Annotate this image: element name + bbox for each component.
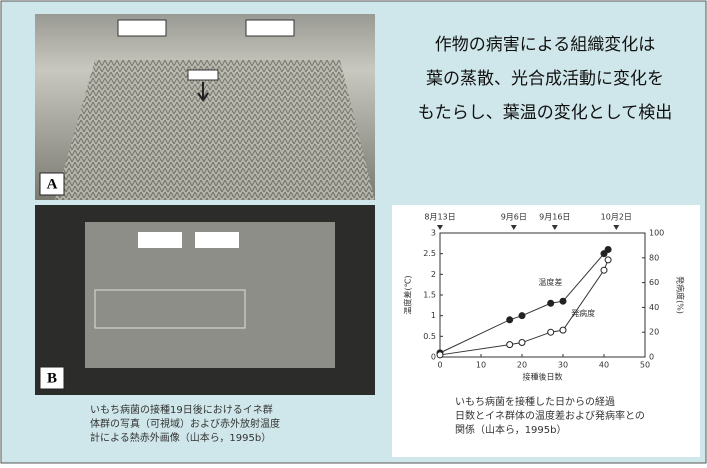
y2-tick-label: 60 [649,278,659,287]
caption: いもち病菌を接種した日からの経過 [455,395,615,408]
y-tick-label: 1 [431,311,436,320]
y-axis-label: 温度差(℃) [403,275,413,314]
series-label: 発病度 [571,308,595,318]
x-tick-label: 40 [599,361,609,370]
y2-tick-label: 80 [649,253,659,262]
point [600,250,608,258]
point [518,339,526,347]
y-tick-label: 0 [431,353,436,362]
y2-tick-label: 40 [649,303,659,312]
date-marker [437,225,443,230]
date-marker [613,225,620,230]
x-tick-label: 0 [437,361,442,370]
point [506,341,514,349]
caption: 計による熱赤外画像（山本ら，1995b） [90,431,271,444]
point [559,297,567,305]
y-tick-label: 2 [431,270,436,279]
date-marker [551,225,558,230]
series-label: 温度差 [538,277,562,287]
point [518,312,526,320]
y-tick-label: 1.5 [423,291,436,300]
y-tick-label: 3 [431,229,436,238]
point [506,316,514,324]
date-label: 9月16日 [539,213,570,222]
point [436,351,444,359]
y2-tick-label: 0 [649,353,654,362]
photo-label: A [47,176,58,192]
point [604,246,612,254]
caption: いもち病菌の接種19日後におけるイネ群 [90,403,273,416]
x-tick-label: 10 [476,361,486,370]
headline: 葉の蒸散、光合成活動に変化を [426,69,664,89]
date-label: 8月13日 [424,213,455,222]
y2-tick-label: 100 [649,229,664,238]
point [547,328,555,336]
caption: 関係（山本ら，1995b） [455,423,567,436]
caption: 体群の写真（可視域）および赤外放射温度 [90,417,280,430]
y-tick-label: 0.5 [423,332,436,341]
point [600,266,608,274]
photo-label: B [47,370,57,386]
date-marker [510,225,517,230]
y2-axis-label: 発病度(%) [676,276,686,314]
date-label: 9月6日 [501,213,527,222]
photo-a: A [35,14,375,200]
x-tick-label: 30 [558,361,568,370]
point [547,299,555,307]
x-tick-label: 50 [640,361,650,370]
x-tick-label: 20 [517,361,527,370]
y2-tick-label: 20 [649,328,659,337]
point [559,326,567,334]
chart-panel [392,205,700,457]
x-axis-label: 接種後日数 [523,372,563,382]
photo-b: B [35,205,375,395]
point [604,256,612,264]
headline: 作物の病害による組織変化は [435,35,656,55]
y-tick-label: 2.5 [423,249,436,258]
caption: 日数とイネ群体の温度差および発病率との [455,409,645,422]
date-label: 10月2日 [601,213,632,222]
headline: もたらし、葉温の変化として検出 [418,103,673,123]
